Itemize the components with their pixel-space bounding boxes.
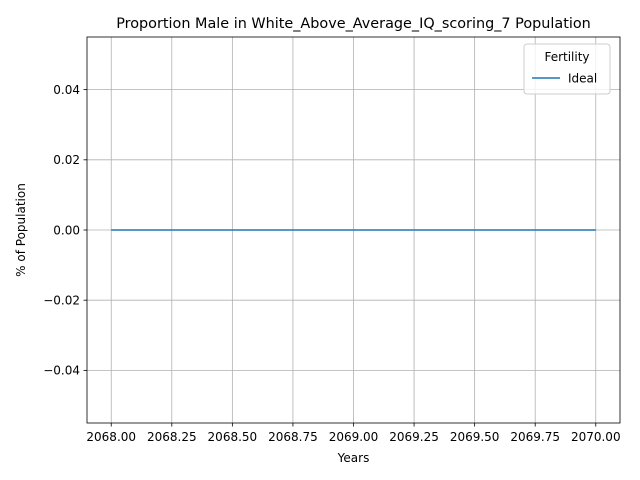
x-tick-label: 2068.25 [147, 430, 197, 444]
ticks: 2068.00 2068.25 2068.50 2068.75 2069.00 2069.… [43, 83, 620, 444]
x-axis-label: Years [337, 451, 370, 465]
legend-entries: Ideal [532, 71, 597, 85]
x-tick-label: 2070.00 [571, 430, 621, 444]
x-tick-label: 2069.50 [450, 430, 500, 444]
x-tick-label: 2069.00 [329, 430, 379, 444]
y-tick-label: 0.02 [53, 153, 80, 167]
legend-title: Fertility [544, 50, 589, 64]
x-tick-label: 2068.50 [208, 430, 258, 444]
x-tick-label: 2069.25 [389, 430, 439, 444]
chart-title: Proportion Male in White_Above_Average_I… [116, 16, 591, 32]
legend: Fertility Ideal [523, 43, 611, 95]
x-tick-label: 2068.00 [86, 430, 136, 444]
x-tick-label: 2069.75 [510, 430, 560, 444]
legend-box [523, 43, 611, 95]
y-tick-label: 0.04 [53, 83, 80, 97]
y-tick-label: −0.02 [43, 293, 80, 307]
y-tick-label: −0.04 [43, 364, 80, 378]
y-tick-label: 0.00 [53, 223, 80, 237]
legend-label: Ideal [568, 71, 597, 85]
x-tick-label: 2068.75 [268, 430, 318, 444]
y-axis-label: % of Population [14, 183, 28, 277]
